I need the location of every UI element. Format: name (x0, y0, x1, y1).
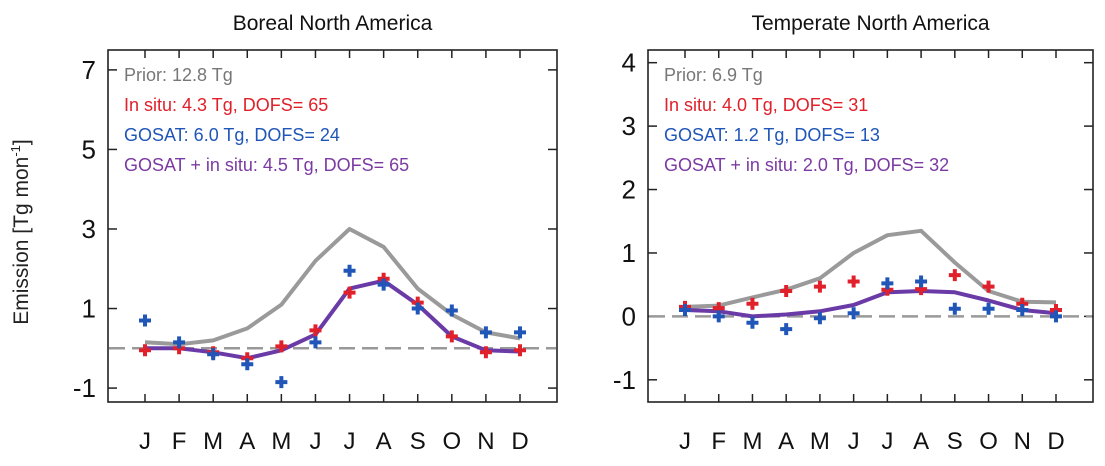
legend-entry: GOSAT + in situ: 4.5 Tg, DOFS= 65 (124, 155, 409, 175)
y-tick-label: -1 (73, 373, 96, 403)
legend-entry: In situ: 4.0 Tg, DOFS= 31 (664, 95, 868, 115)
chart-title: Temperate North America (751, 12, 989, 35)
x-tick-label: D (1047, 428, 1064, 455)
y-tick-label: 7 (82, 55, 96, 85)
series-line-combined (684, 289, 1057, 319)
marker-gosat (746, 316, 759, 329)
marker-gosat (411, 302, 424, 315)
marker-gosat (514, 326, 526, 339)
marker-gosat (139, 314, 151, 327)
x-tick-label: N (1014, 428, 1031, 455)
y-tick-label: 1 (622, 238, 636, 268)
marker-gosat (241, 358, 254, 371)
y-tick-label: 3 (622, 111, 636, 141)
legend-entry: GOSAT: 1.2 Tg, DOFS= 13 (664, 125, 880, 145)
marker-in_situ (309, 324, 322, 337)
x-tick-label: S (410, 428, 426, 455)
legend-entry: Prior: 6.9 Tg (664, 65, 763, 85)
marker-gosat (679, 304, 691, 317)
x-tick-label: A (778, 428, 794, 455)
marker-gosat (1050, 310, 1062, 323)
plot-frame (107, 49, 558, 403)
marker-in_situ (275, 340, 288, 353)
marker-in_situ (514, 344, 526, 357)
series-line-prior (144, 227, 521, 347)
marker-in_situ (847, 275, 860, 288)
chart-title: Boreal North America (233, 12, 433, 35)
x-tick-label: O (442, 428, 461, 455)
x-tick-label: A (913, 428, 929, 455)
legend-entry: In situ: 4.3 Tg, DOFS= 65 (124, 95, 328, 115)
marker-gosat (377, 278, 390, 291)
marker-gosat (207, 348, 220, 361)
x-tick-label: F (711, 428, 726, 455)
x-tick-label: O (979, 428, 998, 455)
x-tick-label: J (881, 428, 893, 455)
x-tick-label: M (742, 428, 762, 455)
legend-entry: GOSAT: 6.0 Tg, DOFS= 24 (124, 125, 340, 145)
x-tick-label: J (848, 428, 860, 455)
y-tick-label: 3 (82, 214, 96, 244)
y-tick-label: -1 (613, 365, 636, 395)
x-tick-label: A (239, 428, 255, 455)
marker-in_situ (139, 344, 151, 357)
x-tick-label: J (344, 428, 356, 455)
x-tick-label: A (376, 428, 392, 455)
marker-in_situ (343, 286, 356, 299)
x-tick-label: J (309, 428, 321, 455)
x-tick-label: M (810, 428, 830, 455)
x-tick-label: J (139, 428, 151, 455)
marker-gosat (343, 264, 356, 277)
marker-gosat (813, 312, 826, 325)
legend-entry: GOSAT + in situ: 2.0 Tg, DOFS= 32 (664, 155, 949, 175)
legend-entry: Prior: 12.8 Tg (124, 65, 233, 85)
x-tick-label: M (271, 428, 291, 455)
marker-gosat (479, 326, 492, 339)
marker-gosat (1016, 304, 1029, 317)
series-line-prior (684, 228, 1057, 309)
x-tick-label: D (511, 428, 528, 455)
marker-gosat (780, 323, 793, 336)
marker-in_situ (445, 330, 458, 343)
y-tick-label: 5 (82, 134, 96, 164)
x-tick-label: M (203, 428, 223, 455)
y-axis-label: Emission [Tg mon-1] (8, 139, 33, 324)
plot-frame (647, 49, 1094, 403)
marker-gosat (948, 302, 961, 315)
marker-gosat (445, 304, 458, 317)
marker-in_situ (746, 297, 759, 310)
marker-gosat (712, 310, 725, 323)
marker-gosat (881, 277, 894, 290)
x-tick-label: F (172, 428, 187, 455)
x-tick-label: J (679, 428, 691, 455)
x-tick-label: S (947, 428, 963, 455)
y-tick-label: 1 (82, 294, 96, 324)
marker-gosat (847, 307, 860, 320)
marker-in_situ (479, 346, 492, 359)
y-tick-label: 0 (622, 301, 636, 331)
marker-gosat (982, 302, 995, 315)
marker-gosat (275, 376, 288, 389)
x-tick-label: N (477, 428, 494, 455)
y-tick-label: 4 (622, 48, 636, 78)
marker-in_situ (813, 280, 826, 293)
marker-gosat (173, 336, 186, 349)
marker-in_situ (780, 285, 793, 298)
marker-gosat (915, 275, 928, 288)
marker-gosat (309, 336, 322, 349)
marker-in_situ (982, 280, 995, 293)
y-tick-label: 2 (622, 175, 636, 205)
marker-in_situ (948, 269, 961, 282)
